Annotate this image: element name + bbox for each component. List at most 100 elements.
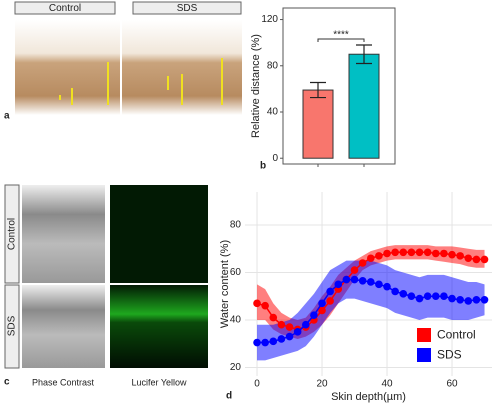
point — [464, 297, 473, 305]
row-label: Control — [7, 218, 18, 250]
row-box — [4, 184, 20, 284]
point — [342, 275, 351, 284]
y-tick-label: 120 — [261, 14, 278, 25]
y-axis-title: Water content (%) — [219, 240, 231, 328]
point — [407, 248, 416, 257]
y-tick-label: 60 — [230, 267, 242, 278]
point — [310, 311, 318, 320]
point — [423, 248, 432, 257]
point — [456, 252, 464, 260]
point — [375, 280, 383, 289]
point — [253, 338, 261, 347]
point — [375, 252, 383, 260]
point — [350, 275, 359, 284]
panel-label: b — [260, 161, 266, 172]
point — [440, 249, 448, 258]
point — [293, 328, 302, 336]
point — [318, 299, 326, 308]
point — [285, 323, 294, 331]
point — [415, 294, 424, 303]
point — [253, 299, 261, 308]
panel-a: Control SDS a — [4, 1, 242, 122]
arrows — [59, 58, 223, 105]
header: SDS — [177, 3, 198, 14]
y-tick-label: 40 — [230, 315, 242, 326]
point — [480, 295, 489, 304]
panel-label: a — [4, 111, 10, 122]
phase-image — [22, 185, 105, 283]
legend-label: SDS — [437, 348, 462, 362]
point — [383, 249, 391, 258]
y-axis-title: Relative distance (%) — [250, 34, 262, 138]
column-label: Phase Contrast — [32, 377, 95, 387]
point — [285, 332, 294, 341]
x-tick-label: 0 — [254, 379, 260, 390]
confidence-band — [257, 260, 485, 361]
point — [326, 297, 334, 305]
significance-bracket — [317, 38, 365, 42]
bar — [348, 53, 380, 159]
y-tick-label: 20 — [230, 362, 242, 373]
point — [456, 295, 464, 304]
panel-c: Control SDS Phase Contrast Lucifer Yello… — [4, 184, 208, 388]
point — [277, 320, 286, 329]
row-box — [4, 284, 20, 369]
point — [261, 301, 269, 310]
y-tick-label: 80 — [230, 220, 242, 231]
y-tick-label: 80 — [267, 60, 279, 71]
point — [431, 249, 440, 258]
point — [358, 259, 367, 267]
panel-label: d — [226, 391, 232, 402]
point — [448, 250, 456, 259]
point — [391, 287, 399, 296]
error-bar — [356, 44, 372, 65]
point — [383, 282, 391, 291]
point — [350, 266, 359, 274]
point — [472, 295, 481, 304]
point — [269, 313, 278, 322]
header-box — [14, 1, 116, 15]
legend-label: Control — [437, 328, 476, 342]
header-box — [132, 1, 242, 15]
point — [358, 276, 367, 285]
fluor-image — [110, 185, 208, 283]
point — [440, 292, 448, 301]
point — [366, 254, 375, 263]
x-tick-label: 20 — [316, 379, 328, 390]
x-tick-label: 60 — [446, 379, 458, 390]
fluor-image — [110, 285, 208, 368]
point — [318, 306, 326, 315]
point — [399, 290, 408, 298]
point — [399, 248, 408, 257]
point — [261, 338, 269, 347]
point — [423, 292, 432, 301]
point — [334, 280, 343, 289]
point — [391, 248, 399, 257]
phase-image — [22, 285, 105, 368]
row-label: SDS — [7, 315, 18, 336]
point — [277, 335, 286, 343]
significance: **** — [333, 30, 349, 41]
point — [431, 292, 440, 301]
header: Control — [49, 3, 81, 14]
x-tick-label: 40 — [381, 379, 393, 390]
point — [464, 254, 473, 263]
point — [366, 278, 375, 286]
y-tick-label: 0 — [272, 153, 278, 164]
point — [301, 320, 310, 329]
point — [407, 292, 416, 301]
point — [269, 337, 278, 346]
panel-label: c — [4, 377, 10, 388]
point — [480, 255, 489, 264]
legend-swatch — [417, 328, 431, 342]
bar — [302, 89, 334, 159]
point — [472, 255, 481, 264]
skin-image — [15, 20, 120, 115]
error-bar — [310, 81, 326, 99]
x-axis-title: Skin depth(µm) — [331, 391, 406, 403]
y-tick-label: 40 — [267, 107, 279, 118]
legend-swatch — [417, 348, 431, 362]
point — [326, 287, 334, 296]
column-label: Lucifer Yellow — [131, 377, 187, 387]
